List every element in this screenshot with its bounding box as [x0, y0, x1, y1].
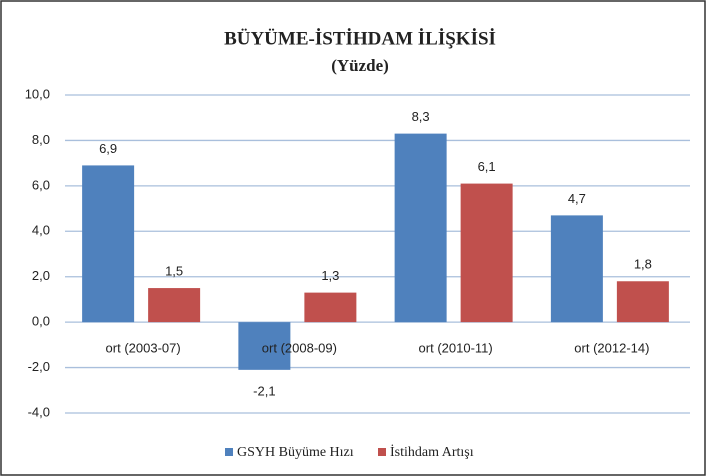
- y-tick-label: 6,0: [32, 177, 50, 192]
- x-tick-label: ort (2010-11): [419, 341, 493, 356]
- value-label: -2,1: [253, 383, 275, 398]
- bar: [616, 281, 669, 323]
- y-tick-label: 8,0: [32, 132, 50, 147]
- value-label: 1,3: [321, 268, 339, 283]
- x-tick-label: ort (2008-09): [262, 341, 337, 356]
- chart-title: BÜYÜME-İSTİHDAM İLİŞKİSİ: [224, 28, 496, 49]
- chart-subtitle: (Yüzde): [331, 56, 389, 75]
- y-tick-label: 10,0: [25, 86, 50, 101]
- legend-label: GSYH Büyüme Hızı: [237, 445, 354, 460]
- value-label: 6,1: [478, 159, 496, 174]
- bar: [148, 288, 201, 323]
- bar: [304, 292, 357, 323]
- x-tick-label: ort (2003-07): [106, 341, 181, 356]
- y-tick-label: 4,0: [32, 223, 50, 238]
- value-label: 1,8: [634, 257, 652, 272]
- legend-swatch: [225, 448, 233, 456]
- value-label: 4,7: [568, 191, 586, 206]
- y-tick-label: -2,0: [28, 359, 50, 374]
- bar: [238, 322, 291, 370]
- legend-swatch: [378, 448, 386, 456]
- x-tick-label: ort (2012-14): [574, 341, 649, 356]
- bar: [394, 133, 447, 323]
- bar: [460, 183, 513, 323]
- value-label: 6,9: [99, 141, 117, 156]
- bar: [550, 215, 603, 323]
- legend-label: İstihdam Artışı: [390, 444, 474, 460]
- y-tick-label: 2,0: [32, 268, 50, 283]
- y-tick-label: 0,0: [32, 314, 50, 329]
- value-label: 8,3: [412, 109, 430, 124]
- bar: [82, 165, 135, 323]
- y-tick-label: -4,0: [28, 404, 50, 419]
- value-label: 1,5: [165, 264, 183, 279]
